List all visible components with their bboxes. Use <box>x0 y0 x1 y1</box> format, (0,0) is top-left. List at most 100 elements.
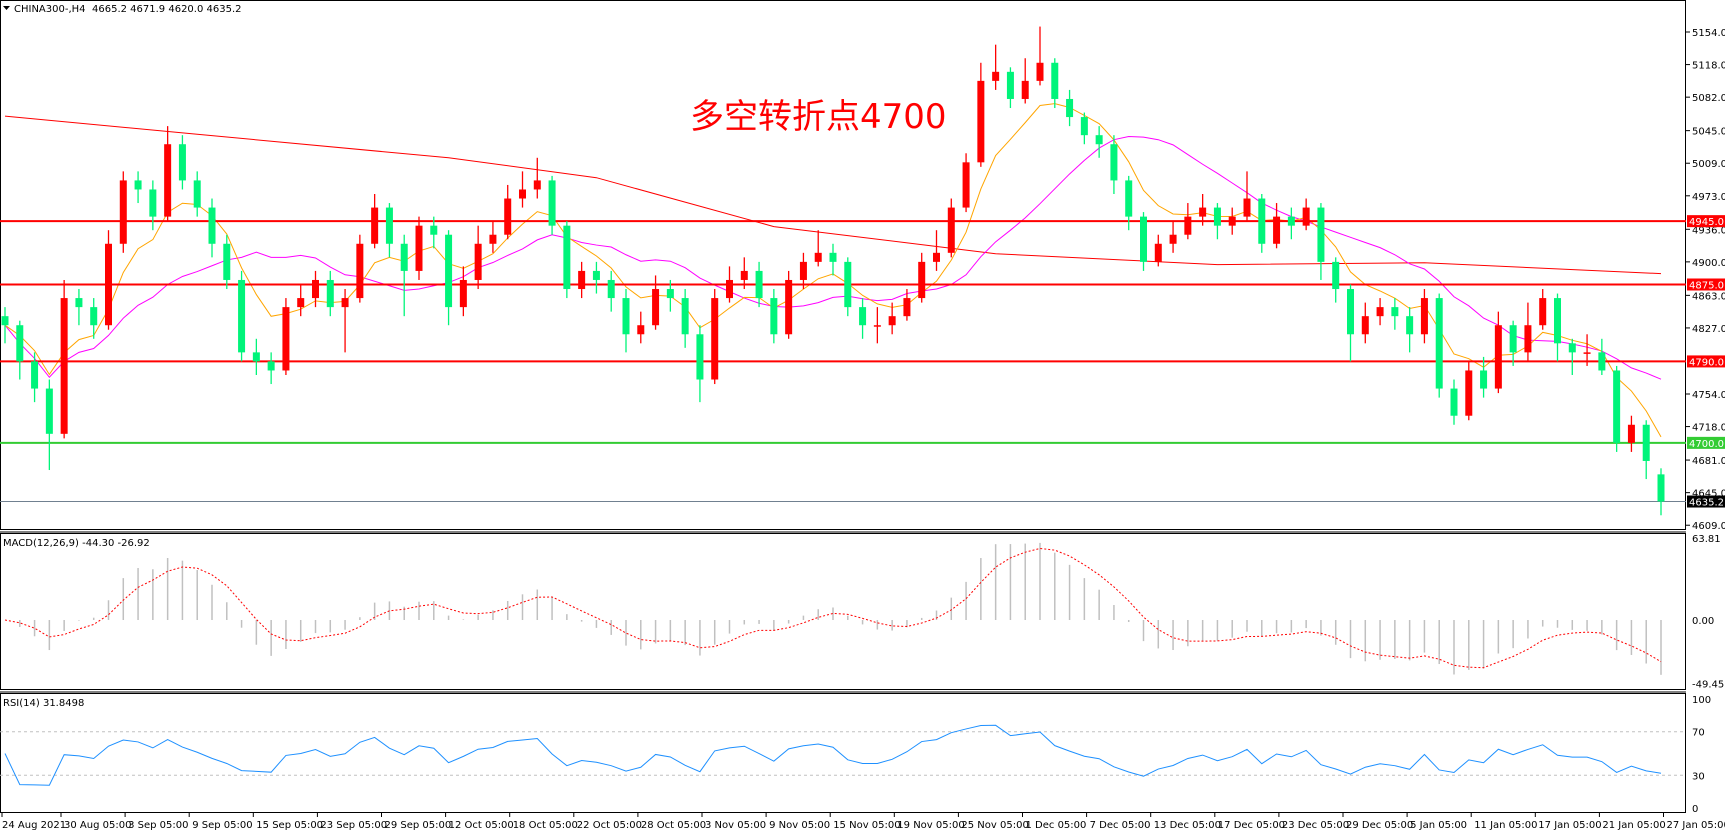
candle-body <box>519 189 526 198</box>
candle-body <box>815 253 822 262</box>
candle-body <box>2 316 9 325</box>
macd-tick-label: 63.81 <box>1692 534 1721 545</box>
candle-body <box>1081 117 1088 135</box>
candle-body <box>1539 298 1546 325</box>
price-tick-label: 5009.0 <box>1692 159 1725 170</box>
candle-body <box>1199 208 1206 217</box>
level-price-label: 4945.0 <box>1689 217 1724 228</box>
price-tick-label: 4863.0 <box>1692 291 1725 302</box>
candle-body <box>1244 199 1251 217</box>
candle <box>1613 366 1620 452</box>
price-tick-label: 4827.0 <box>1692 324 1725 335</box>
price-tick-label: 5118.0 <box>1692 61 1725 72</box>
time-tick-label: 30 Aug 05:00 <box>64 820 131 831</box>
candle-body <box>1510 325 1517 352</box>
candle-body <box>637 325 644 334</box>
time-tick-label: 29 Sep 05:00 <box>385 820 452 831</box>
time-tick-label: 27 Jan 05:00 <box>1667 820 1725 831</box>
price-tick-label: 4754.0 <box>1692 390 1725 401</box>
time-tick-label: 3 Sep 05:00 <box>128 820 188 831</box>
candle-body <box>1524 325 1531 352</box>
time-tick-label: 28 Oct 05:00 <box>641 820 706 831</box>
candle-body <box>1584 352 1591 354</box>
time-tick-label: 21 Jan 05:00 <box>1602 820 1665 831</box>
candle-body <box>1317 208 1324 262</box>
candle <box>356 235 363 303</box>
candle-body <box>1258 199 1265 244</box>
candle-body <box>623 298 630 334</box>
candle-body <box>667 289 674 298</box>
candle <box>1436 294 1443 398</box>
candle-body <box>534 180 541 189</box>
price-tick-label: 4900.0 <box>1692 258 1725 269</box>
candle-body <box>430 226 437 235</box>
candle-body <box>726 280 733 298</box>
candle <box>785 271 792 339</box>
time-tick-label: 9 Sep 05:00 <box>192 820 252 831</box>
price-tick-label: 4718.0 <box>1692 423 1725 434</box>
main-pane[interactable] <box>1 1 1686 530</box>
time-tick-label: 1 Dec 05:00 <box>1026 820 1087 831</box>
candle-body <box>46 389 53 434</box>
macd-tick-label: 0.00 <box>1692 616 1714 627</box>
candle-body <box>1377 307 1384 316</box>
candle-body <box>90 307 97 325</box>
candle-body <box>297 298 304 307</box>
candle-body <box>1480 370 1487 388</box>
candle-body <box>445 235 452 307</box>
candle-body <box>460 280 467 307</box>
rsi-tick-label: 100 <box>1692 695 1711 706</box>
candle-body <box>1170 235 1177 244</box>
candle-body <box>1155 244 1162 262</box>
price-tick-label: 5045.0 <box>1692 127 1725 138</box>
candle-body <box>608 280 615 298</box>
annotation-text: 多空转折点4700 <box>690 97 947 137</box>
candle-body <box>1229 217 1236 226</box>
time-tick-label: 12 Oct 05:00 <box>449 820 514 831</box>
candle-body <box>1184 217 1191 235</box>
time-tick-label: 5 Jan 05:00 <box>1410 820 1467 831</box>
candle-body <box>1051 63 1058 99</box>
candle-body <box>889 316 896 325</box>
rsi-pane[interactable] <box>1 694 1686 813</box>
macd-label: MACD(12,26,9) -44.30 -26.92 <box>3 538 150 549</box>
candle-body <box>652 289 659 325</box>
candle-body <box>1303 208 1310 226</box>
macd-pane[interactable] <box>1 534 1686 690</box>
candle-body <box>504 199 511 235</box>
time-tick-label: 11 Jan 05:00 <box>1474 820 1537 831</box>
candle-body <box>282 307 289 370</box>
rsi-tick-label: 70 <box>1692 728 1705 739</box>
candle-body <box>1007 72 1014 99</box>
candle-body <box>770 298 777 334</box>
candle-body <box>356 244 363 298</box>
candle-body <box>1421 298 1428 334</box>
candle <box>105 230 112 330</box>
candle-body <box>859 307 866 325</box>
candle-body <box>1347 289 1354 334</box>
candle-body <box>830 253 837 262</box>
candle <box>416 217 423 280</box>
candle-body <box>401 244 408 271</box>
candle-body <box>1273 217 1280 244</box>
candle-body <box>1125 180 1132 216</box>
macd-tick-label: -49.45 <box>1692 680 1724 691</box>
candle-body <box>135 180 142 189</box>
candle-body <box>75 298 82 307</box>
rsi-tick-label: 0 <box>1692 804 1698 815</box>
time-tick-label: 3 Nov 05:00 <box>705 820 766 831</box>
candle-body <box>1037 63 1044 81</box>
candle-body <box>1569 343 1576 352</box>
candle-body <box>61 298 68 434</box>
candle-body <box>253 352 260 361</box>
time-tick-label: 9 Nov 05:00 <box>769 820 830 831</box>
candle-body <box>1362 316 1369 334</box>
candle-body <box>223 244 230 280</box>
candle-body <box>800 262 807 280</box>
candle-body <box>371 208 378 244</box>
candle-body <box>312 280 319 298</box>
candle-body <box>1332 262 1339 289</box>
candle-body <box>933 253 940 262</box>
candle-body <box>682 298 689 334</box>
